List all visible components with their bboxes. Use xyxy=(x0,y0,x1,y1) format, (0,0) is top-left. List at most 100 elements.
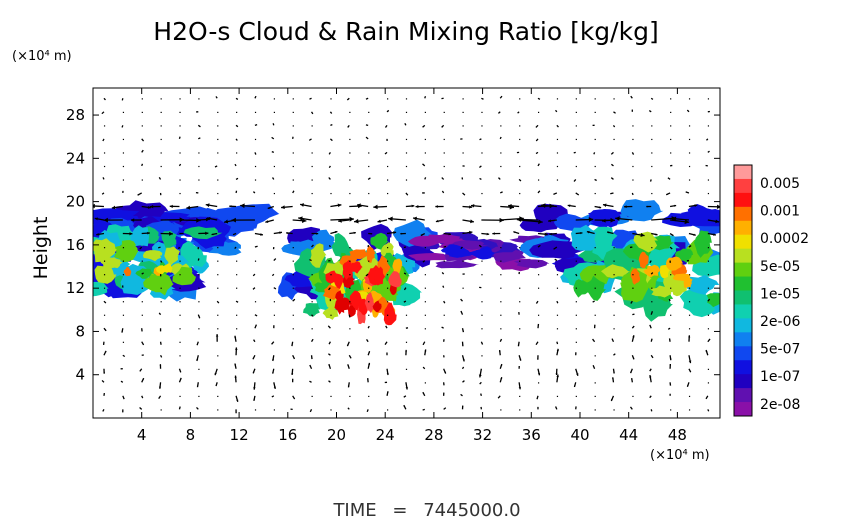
wind-vector xyxy=(575,301,577,303)
wind-vector xyxy=(518,271,520,275)
wind-vector xyxy=(594,138,596,141)
x-tick-label: 8 xyxy=(186,426,196,444)
wind-vector xyxy=(535,341,539,346)
wind-vector xyxy=(462,98,464,100)
wind-vector xyxy=(422,341,426,346)
wind-vector xyxy=(311,328,313,330)
wind-vector xyxy=(498,349,501,356)
wind-vector xyxy=(632,179,634,181)
wind-vector xyxy=(575,125,577,127)
wind-vector xyxy=(670,111,672,114)
wind-vector xyxy=(500,301,502,303)
wind-vector xyxy=(365,273,369,277)
wind-vector xyxy=(377,219,388,223)
wind-vector xyxy=(330,230,338,235)
wind-vector xyxy=(415,205,425,209)
wind-vector xyxy=(688,395,691,398)
wind-vector xyxy=(500,152,502,154)
wind-vector-field xyxy=(93,95,720,414)
wind-vector xyxy=(651,287,653,289)
wind-vector xyxy=(632,274,634,276)
wind-vector xyxy=(462,192,466,196)
wind-vector xyxy=(556,98,559,100)
wind-vector xyxy=(179,314,181,316)
wind-vector xyxy=(594,274,596,276)
wind-vector xyxy=(349,179,351,181)
wind-vector xyxy=(292,314,294,316)
cloud-cell xyxy=(692,254,720,277)
wind-vector xyxy=(610,395,615,402)
wind-vector xyxy=(217,287,219,289)
wind-vector xyxy=(103,350,107,356)
wind-vector xyxy=(707,274,710,276)
wind-vector xyxy=(460,310,464,315)
colorbar-swatch xyxy=(734,318,752,333)
wind-vector xyxy=(688,274,691,276)
wind-vector xyxy=(651,125,653,127)
wind-vector xyxy=(292,179,294,181)
colorbar-swatch xyxy=(734,248,752,264)
wind-vector xyxy=(424,138,426,141)
wind-vector xyxy=(705,164,708,167)
wind-vector xyxy=(347,364,350,369)
wind-vector xyxy=(575,395,577,398)
cloud-cell xyxy=(514,259,550,269)
wind-vector xyxy=(575,328,577,330)
wind-vector xyxy=(537,274,540,276)
wind-vector xyxy=(405,314,408,316)
wind-vector xyxy=(519,125,521,127)
wind-vector xyxy=(196,407,199,410)
wind-vector xyxy=(122,190,124,194)
wind-vector xyxy=(613,138,615,141)
wind-vector xyxy=(575,192,580,196)
wind-vector xyxy=(669,260,671,263)
wind-vector xyxy=(594,205,602,209)
wind-vector xyxy=(631,335,635,342)
wind-vector xyxy=(178,246,181,250)
wind-vector xyxy=(435,205,444,208)
wind-vector xyxy=(217,328,219,330)
wind-vector xyxy=(234,363,237,369)
wind-vector xyxy=(252,191,256,194)
colorbar-swatch xyxy=(734,234,752,250)
wind-vector xyxy=(612,368,615,374)
wind-vector xyxy=(665,192,671,196)
wind-vector xyxy=(405,341,408,343)
wind-vector xyxy=(141,231,150,235)
cloud-cell xyxy=(164,246,180,267)
wind-vector xyxy=(594,395,596,398)
wind-vector xyxy=(122,247,125,249)
wind-vector xyxy=(217,179,219,181)
wind-vector xyxy=(330,124,333,126)
wind-vector xyxy=(141,125,143,127)
wind-vector xyxy=(631,109,633,112)
wind-vector xyxy=(537,368,541,376)
wind-vector xyxy=(234,347,238,356)
wind-vector xyxy=(405,349,407,356)
wind-vector xyxy=(688,355,692,364)
wind-vector xyxy=(555,368,558,376)
wind-vector xyxy=(668,298,671,302)
wind-vector xyxy=(632,138,634,141)
wind-vector xyxy=(236,287,238,289)
wind-vector xyxy=(103,392,106,396)
chart-title: H2O-s Cloud & Rain Mixing Ratio [kg/kg] xyxy=(153,17,658,46)
wind-vector xyxy=(159,274,162,277)
cloud-cell xyxy=(366,245,376,263)
wind-vector xyxy=(272,368,275,374)
wind-vector xyxy=(179,111,181,114)
wind-vector xyxy=(384,151,388,155)
wind-vector xyxy=(612,377,615,383)
wind-vector xyxy=(254,409,257,411)
wind-vector xyxy=(198,328,200,330)
cloud-cell xyxy=(135,268,154,279)
wind-vector xyxy=(479,138,482,141)
wind-vector xyxy=(327,325,331,329)
wind-vector xyxy=(235,124,239,128)
cloud-cell xyxy=(161,230,177,252)
wind-vector xyxy=(159,192,162,196)
wind-vector xyxy=(424,177,427,180)
cloud-cell xyxy=(277,272,303,301)
cloud-cell xyxy=(601,264,630,279)
x-tick-label: 20 xyxy=(327,426,346,444)
